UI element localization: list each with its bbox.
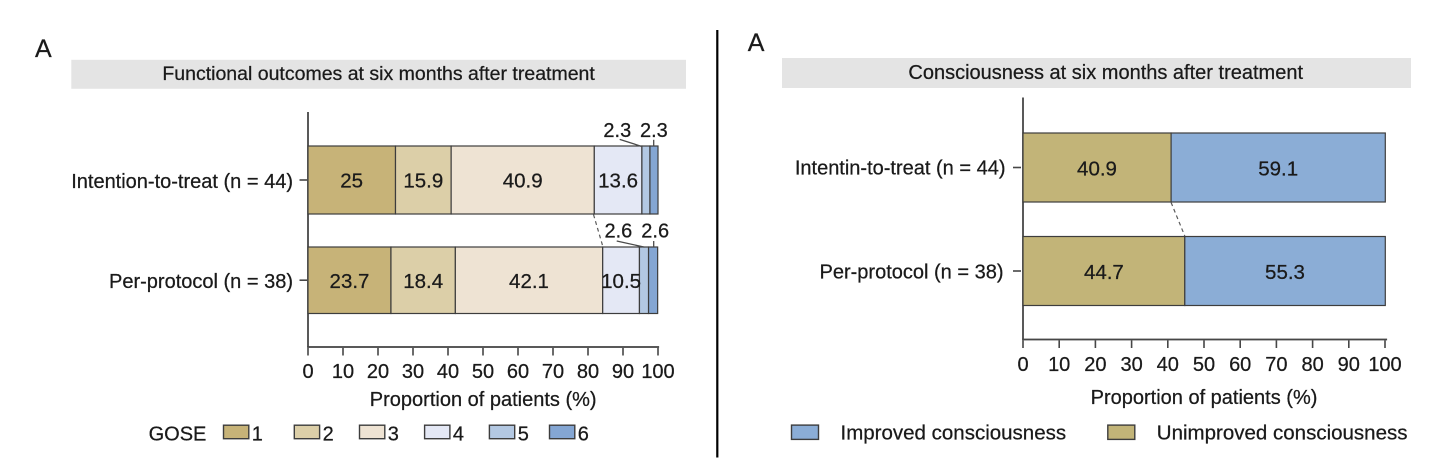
svg-text:GOSE: GOSE (149, 423, 207, 445)
svg-text:Per-protocol (n = 38): Per-protocol (n = 38) (820, 261, 1004, 283)
svg-text:90: 90 (612, 361, 634, 383)
svg-text:6: 6 (578, 423, 589, 445)
svg-text:0: 0 (302, 361, 313, 383)
svg-text:100: 100 (641, 361, 674, 383)
svg-text:30: 30 (402, 361, 424, 383)
svg-text:15.9: 15.9 (403, 170, 443, 193)
svg-text:0: 0 (1017, 354, 1028, 376)
svg-text:50: 50 (1193, 354, 1215, 376)
svg-text:Proportion of patients (%): Proportion of patients (%) (1091, 387, 1318, 409)
svg-text:Per-protocol (n = 38): Per-protocol (n = 38) (109, 271, 293, 293)
svg-text:A: A (35, 35, 52, 63)
svg-text:10: 10 (1048, 354, 1070, 376)
svg-text:20: 20 (1084, 354, 1106, 376)
svg-text:1: 1 (252, 423, 263, 445)
svg-text:42.1: 42.1 (509, 270, 549, 293)
svg-text:23.7: 23.7 (330, 270, 370, 293)
svg-text:80: 80 (577, 361, 599, 383)
svg-text:25: 25 (340, 170, 363, 193)
svg-text:44.7: 44.7 (1084, 261, 1124, 284)
svg-text:20: 20 (367, 361, 389, 383)
svg-text:13.6: 13.6 (598, 170, 638, 193)
svg-text:10: 10 (332, 361, 354, 383)
svg-text:Improved consciousness: Improved consciousness (841, 421, 1067, 444)
svg-text:2.6: 2.6 (641, 221, 669, 243)
svg-text:59.1: 59.1 (1258, 158, 1298, 181)
svg-text:18.4: 18.4 (403, 270, 443, 293)
svg-text:A: A (748, 29, 765, 57)
svg-text:4: 4 (453, 423, 464, 445)
svg-text:100: 100 (1368, 354, 1401, 376)
svg-text:40.9: 40.9 (1077, 158, 1117, 181)
svg-text:60: 60 (1229, 354, 1251, 376)
svg-text:2: 2 (323, 423, 334, 445)
svg-text:Proportion of patients (%): Proportion of patients (%) (370, 389, 597, 411)
svg-text:Consciousness at six months af: Consciousness at six months after treatm… (908, 62, 1303, 84)
svg-text:3: 3 (388, 423, 399, 445)
svg-text:2.6: 2.6 (604, 221, 632, 243)
svg-text:40.9: 40.9 (503, 170, 543, 193)
svg-text:5: 5 (518, 423, 529, 445)
svg-text:50: 50 (472, 361, 494, 383)
svg-text:70: 70 (542, 361, 564, 383)
svg-text:70: 70 (1265, 354, 1287, 376)
svg-text:55.3: 55.3 (1265, 261, 1305, 284)
svg-text:2.3: 2.3 (603, 120, 631, 142)
svg-text:90: 90 (1338, 354, 1360, 376)
svg-text:30: 30 (1120, 354, 1142, 376)
svg-text:Unimproved consciousness: Unimproved consciousness (1157, 421, 1408, 444)
svg-text:80: 80 (1301, 354, 1323, 376)
svg-text:40: 40 (1157, 354, 1179, 376)
svg-text:Intention-to-treat (n = 44): Intention-to-treat (n = 44) (71, 171, 293, 193)
svg-text:Functional outcomes at six mon: Functional outcomes at six months after … (162, 63, 595, 85)
svg-text:2.3: 2.3 (640, 120, 668, 142)
svg-text:40: 40 (437, 361, 459, 383)
svg-text:10.5: 10.5 (601, 270, 641, 293)
svg-text:Intentin-to-treat (n = 44): Intentin-to-treat (n = 44) (795, 158, 1006, 180)
svg-text:60: 60 (507, 361, 529, 383)
